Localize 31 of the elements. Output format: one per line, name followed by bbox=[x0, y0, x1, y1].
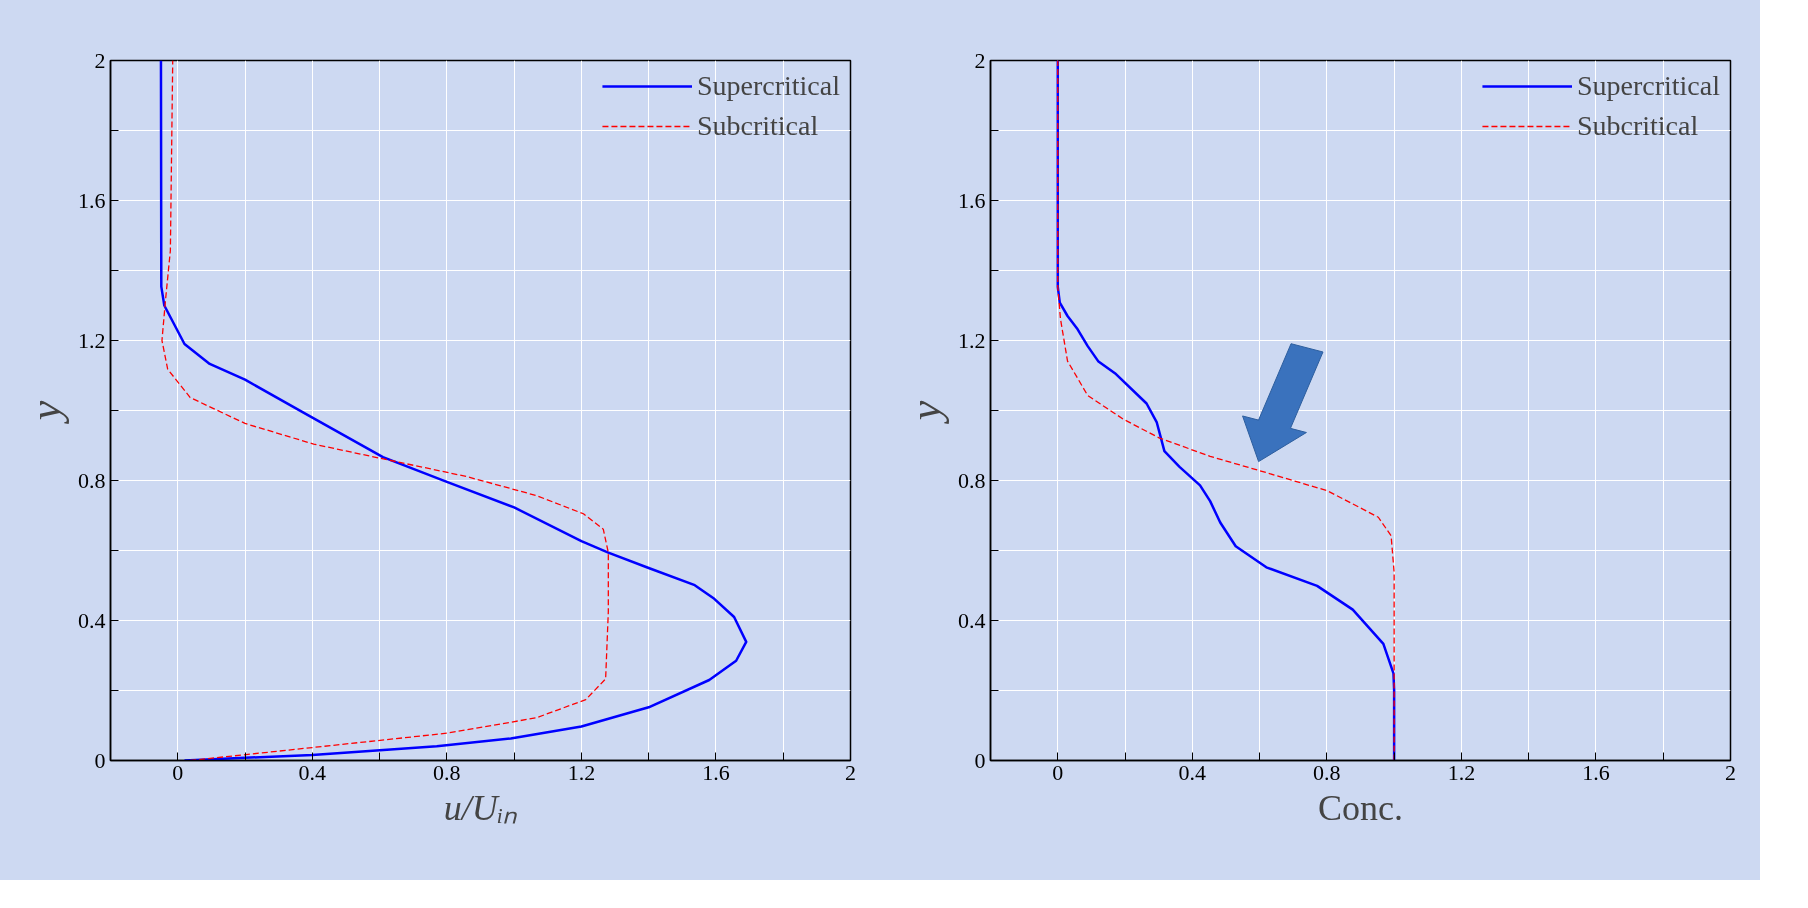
x-tick-label: 1.6 bbox=[702, 759, 730, 785]
x-tick-label: 2 bbox=[845, 759, 856, 785]
y-tick-label: 0.8 bbox=[958, 467, 986, 493]
x-tick-label: 0.8 bbox=[433, 759, 461, 785]
y-tick-label: 0.8 bbox=[78, 467, 106, 493]
x-axis-title: Conc. bbox=[1318, 787, 1403, 828]
x-tick-label: 1.6 bbox=[1582, 759, 1610, 785]
line-series bbox=[161, 60, 609, 761]
y-tick-label: 0.4 bbox=[958, 607, 986, 633]
x-tick-label: 1.2 bbox=[567, 759, 596, 785]
y-tick-label: 2 bbox=[94, 47, 106, 73]
legend-label: Subcritical bbox=[1576, 110, 1699, 142]
y-tick-label: 0.4 bbox=[78, 607, 106, 633]
x-tick-label: 1.2 bbox=[1447, 759, 1476, 785]
legend-label: Supercritical bbox=[1576, 70, 1720, 102]
x-tick-label: 0 bbox=[1052, 759, 1064, 785]
x-tick-label: 0 bbox=[172, 759, 184, 785]
x-axis-title: u/Uᵢₙ bbox=[443, 787, 519, 828]
y-tick-label: 1.2 bbox=[958, 327, 986, 353]
x-tick-label: 0.4 bbox=[1178, 759, 1207, 785]
y-tick-label: 2 bbox=[974, 47, 986, 73]
x-tick-label: 0.4 bbox=[298, 759, 327, 785]
x-tick-label: 0.8 bbox=[1313, 759, 1341, 785]
y-tick-label: 1.2 bbox=[78, 327, 106, 353]
legend-label: Subcritical bbox=[696, 110, 819, 142]
legend-label: Supercritical bbox=[696, 70, 840, 102]
y-axis-title: y bbox=[21, 400, 70, 425]
y-tick-label: 1.6 bbox=[958, 187, 986, 213]
x-tick-label: 2 bbox=[1725, 759, 1736, 785]
y-tick-label: 1.6 bbox=[78, 187, 106, 213]
y-axis-title: y bbox=[901, 400, 950, 425]
